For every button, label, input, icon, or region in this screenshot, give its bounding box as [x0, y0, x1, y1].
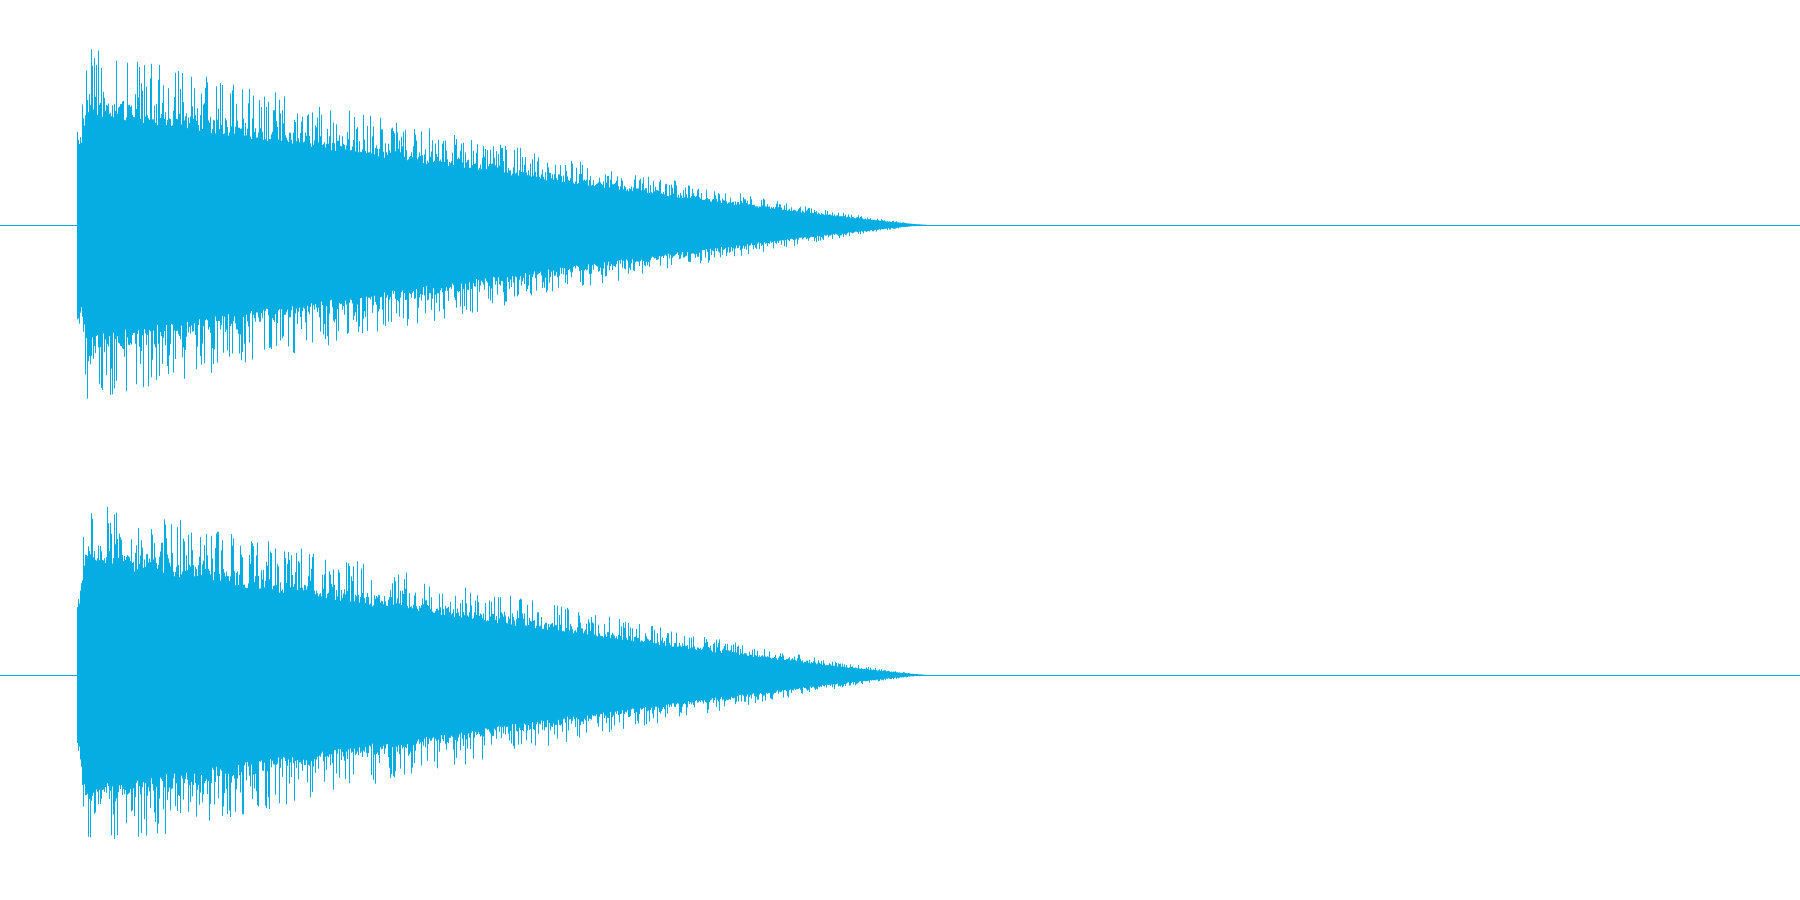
right-channel-waveform [0, 506, 1800, 839]
channel-waveform-core [77, 571, 927, 779]
left-channel-waveform [0, 49, 1800, 399]
channel-waveform-core [77, 121, 927, 329]
